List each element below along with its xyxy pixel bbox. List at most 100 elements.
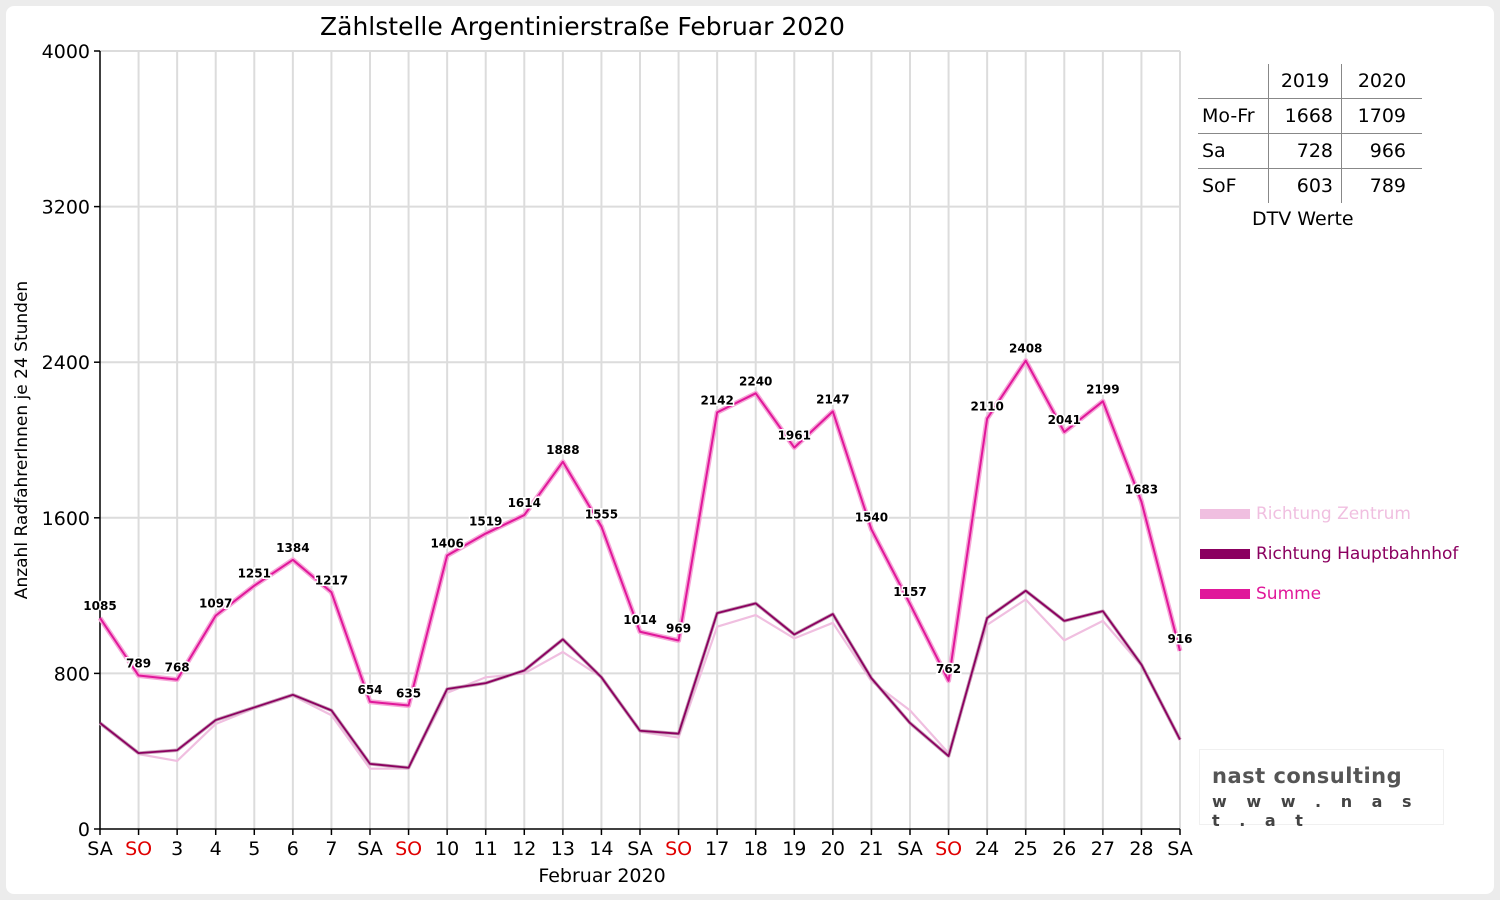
series-line-hauptbahnhof <box>99 589 1181 769</box>
series-line-summe <box>99 359 1181 707</box>
grid-lines <box>100 50 1181 829</box>
data-label: 2041 <box>1048 413 1081 427</box>
dtv-row-label: Mo-Fr <box>1198 98 1269 134</box>
x-tick-label: SA <box>1167 838 1192 860</box>
data-label: 2142 <box>700 393 733 407</box>
x-tick-label: 17 <box>705 838 729 860</box>
dtv-header-2019: 2019 <box>1268 64 1342 99</box>
x-tick-label: 28 <box>1129 838 1153 860</box>
x-tick-label: 21 <box>859 838 883 860</box>
x-axis-label: Februar 2020 <box>538 865 665 887</box>
x-tick-label: 11 <box>474 838 498 860</box>
chart-legend: Richtung Zentrum Richtung Hauptbahnhof S… <box>1200 494 1458 614</box>
data-label: 2147 <box>816 392 849 406</box>
x-tick-label: 27 <box>1091 838 1115 860</box>
x-tick-label: 18 <box>744 838 768 860</box>
x-tick-label: SA <box>357 838 382 860</box>
data-label: 2199 <box>1086 382 1119 396</box>
chart-title: Zählstelle Argentinierstraße Februar 202… <box>320 12 845 41</box>
x-tick-label: 4 <box>210 838 222 860</box>
x-tick-label: 3 <box>171 838 183 860</box>
data-label: 916 <box>1167 632 1192 646</box>
data-label: 1519 <box>469 515 502 529</box>
legend-swatch <box>1200 589 1250 599</box>
data-label: 1961 <box>778 429 811 443</box>
data-label: 1888 <box>546 443 579 457</box>
logo-name: nast consulting <box>1212 764 1403 788</box>
data-label: 1157 <box>893 585 926 599</box>
dtv-header-row: 2019 2020 <box>1198 64 1422 99</box>
dtv-table: 2019 2020 Mo-Fr 1668 1709 Sa 728 966 SoF… <box>1198 64 1422 203</box>
legend-label: Summe <box>1256 584 1322 604</box>
legend-item-summe: Summe <box>1200 574 1458 614</box>
x-tick-label: SO <box>395 838 422 860</box>
x-tick-label: SA <box>627 838 652 860</box>
dtv-header-empty <box>1198 64 1269 99</box>
data-label: 635 <box>396 686 421 700</box>
x-tick-label: 10 <box>435 838 459 860</box>
data-label: 1097 <box>199 597 232 611</box>
x-tick-label: 7 <box>325 838 337 860</box>
legend-item-hauptbahnhof: Richtung Hauptbahnhof <box>1200 534 1458 574</box>
x-tick-label: 19 <box>782 838 806 860</box>
company-logo: nast consulting w w w . n a s t . a t <box>1200 750 1443 830</box>
data-label: 2408 <box>1009 342 1042 356</box>
y-tick-label: 3200 <box>42 197 90 219</box>
data-label: 1217 <box>315 573 348 587</box>
data-labels: 1085 789 768 1097 1251 1384 1217 654 635 1406 1519… <box>82 340 1194 702</box>
x-tick-label: SO <box>665 838 692 860</box>
dtv-value-2019: 1668 <box>1268 98 1342 134</box>
data-label: 1683 <box>1125 483 1158 497</box>
x-tick-label: 6 <box>287 838 299 860</box>
legend-label: Richtung Zentrum <box>1256 504 1411 524</box>
dtv-row-label: SoF <box>1198 168 1269 203</box>
logo-url: w w w . n a s t . a t <box>1212 792 1419 830</box>
x-tick-label: 25 <box>1014 838 1038 860</box>
dtv-value-2019: 728 <box>1268 133 1342 169</box>
data-label: 789 <box>126 657 151 671</box>
dtv-value-2020: 789 <box>1369 175 1406 197</box>
y-tick-label: 2400 <box>42 352 90 374</box>
data-label: 1614 <box>508 496 541 510</box>
x-tick-label: 13 <box>551 838 575 860</box>
x-tick-label: SO <box>935 838 962 860</box>
dtv-value-2019: 603 <box>1268 168 1342 203</box>
dtv-value-2020: 966 <box>1341 133 1422 169</box>
data-label: 768 <box>165 661 190 675</box>
x-tick-label: SO <box>125 838 152 860</box>
x-tick-label: 5 <box>248 838 260 860</box>
dtv-row: SoF 603 789 <box>1198 168 1422 203</box>
data-label: 1555 <box>585 508 618 522</box>
x-tick-label: 12 <box>512 838 536 860</box>
data-label: 969 <box>666 622 691 636</box>
legend-swatch <box>1200 509 1250 519</box>
y-tick-label: 1600 <box>42 508 90 530</box>
x-tick-label: 14 <box>589 838 613 860</box>
y-tick-label: 4000 <box>42 41 90 63</box>
dtv-row-label: Sa <box>1198 133 1269 169</box>
x-tick-label: SA <box>897 838 922 860</box>
data-label: 1540 <box>855 510 888 524</box>
data-label: 1251 <box>238 567 271 581</box>
data-label: 654 <box>357 683 382 697</box>
dtv-caption: DTV Werte <box>1252 208 1354 230</box>
dtv-value-2020: 1709 <box>1341 98 1422 134</box>
data-label: 1406 <box>430 537 463 551</box>
data-label: 1085 <box>83 599 116 613</box>
legend-label: Richtung Hauptbahnhof <box>1256 544 1459 564</box>
legend-swatch <box>1200 549 1250 559</box>
x-tick-label: SA <box>87 838 112 860</box>
y-tick-label: 0 <box>78 819 90 841</box>
x-tick-label: 20 <box>821 838 845 860</box>
data-label: 2110 <box>970 400 1003 414</box>
data-label: 1384 <box>276 541 309 555</box>
dtv-row: Mo-Fr 1668 1709 <box>1198 98 1422 134</box>
data-label: 762 <box>936 662 961 676</box>
data-label: 2240 <box>739 374 772 388</box>
legend-item-zentrum: Richtung Zentrum <box>1200 494 1458 534</box>
dtv-header-2020: 2020 <box>1341 64 1422 99</box>
x-tick-label: 24 <box>975 838 999 860</box>
y-axis-label: Anzahl RadfahrerInnen je 24 Stunden <box>12 281 32 599</box>
